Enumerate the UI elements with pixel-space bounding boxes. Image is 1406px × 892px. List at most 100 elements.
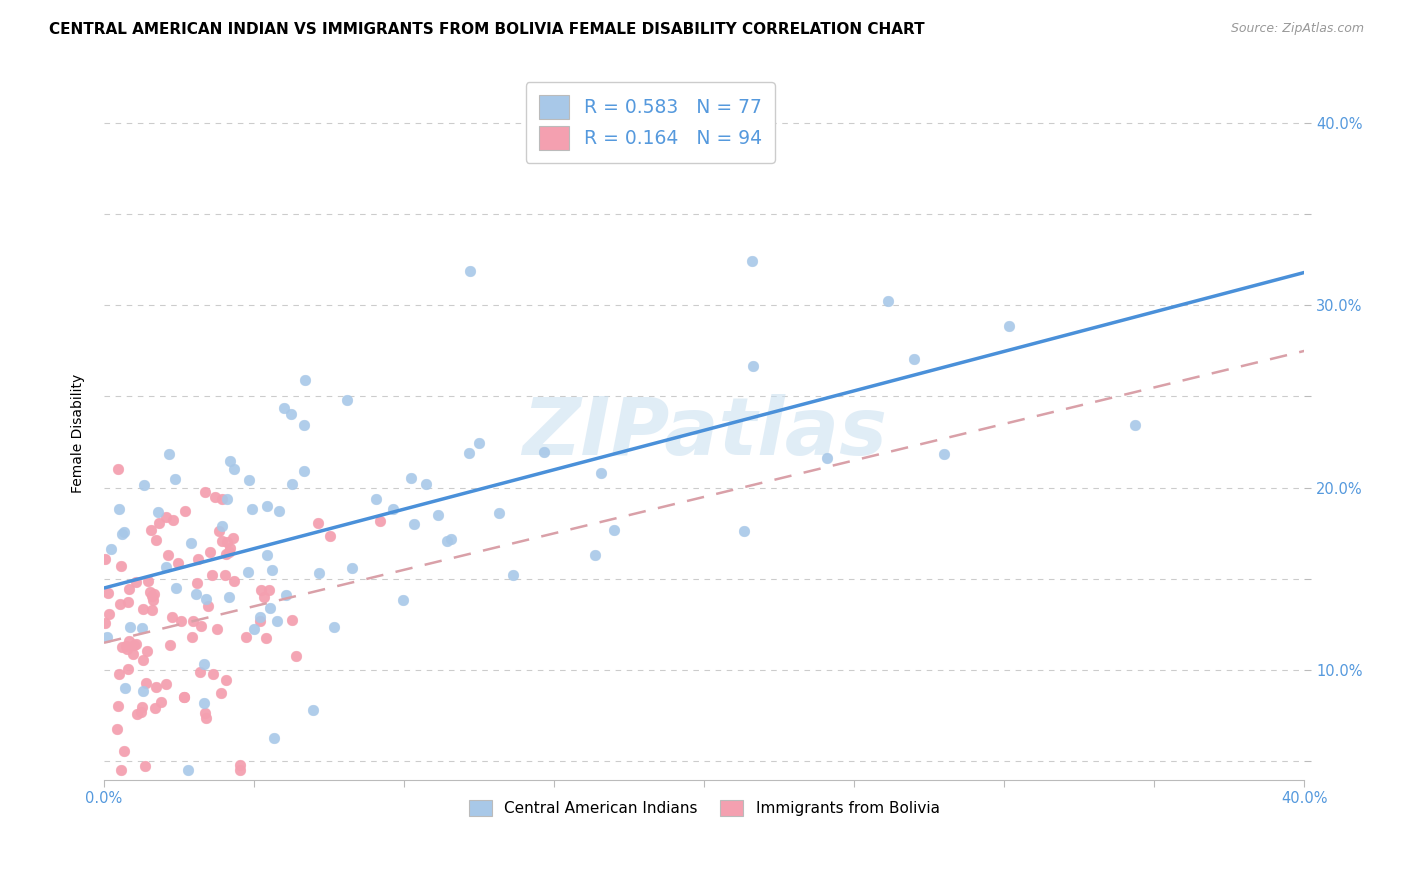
Point [174,504,197,518]
Point [136,574,159,588]
Point [111,640,134,654]
Point [117,662,139,676]
Point [132,602,155,616]
Point [249,614,271,628]
Point [193,657,215,671]
Point [218,545,240,559]
Point [307,516,329,531]
Point [125,638,148,652]
Point [263,731,285,746]
Point [733,524,755,539]
Point [294,373,316,387]
Point [131,621,153,635]
Point [285,649,308,664]
Point [197,599,219,613]
Point [222,531,245,545]
Point [218,454,240,468]
Point [163,472,186,486]
Point [235,631,257,645]
Point [187,552,209,566]
Point [260,563,283,577]
Point [415,476,437,491]
Point [173,690,195,705]
Point [162,513,184,527]
Point [302,703,325,717]
Point [426,508,449,522]
Point [98,607,121,621]
Point [292,417,315,432]
Point [160,609,183,624]
Point [269,504,291,518]
Point [292,464,315,478]
Point [131,684,153,698]
Point [368,514,391,528]
Point [208,524,231,539]
Point [253,590,276,604]
Point [340,560,363,574]
Point [211,519,233,533]
Point [218,591,240,605]
Point [132,653,155,667]
Point [256,548,278,562]
Point [149,695,172,709]
Point [211,492,233,507]
Point [280,613,302,627]
Point [159,638,181,652]
Point [222,462,245,476]
Point [404,516,426,531]
Point [436,534,458,549]
Point [118,634,141,648]
Point [194,592,217,607]
Point [229,764,252,778]
Point [115,641,138,656]
Text: CENTRAL AMERICAN INDIAN VS IMMIGRANTS FROM BOLIVIA FEMALE DISABILITY CORRELATION: CENTRAL AMERICAN INDIAN VS IMMIGRANTS FR… [49,22,925,37]
Point [815,451,838,466]
Point [903,351,925,366]
Point [742,359,765,373]
Point [391,592,413,607]
Point [107,462,129,476]
Point [111,526,134,541]
Point [214,673,236,687]
Point [129,705,152,719]
Point [193,484,215,499]
Point [135,675,157,690]
Legend: Central American Indians, Immigrants from Bolivia: Central American Indians, Immigrants fro… [461,792,948,824]
Point [602,524,624,538]
Point [142,592,165,607]
Point [94,616,117,631]
Point [125,574,148,589]
Point [502,567,524,582]
Point [382,502,405,516]
Point [165,581,187,595]
Point [468,436,491,450]
Point [215,547,238,561]
Point [224,574,246,589]
Point [115,639,138,653]
Point [281,476,304,491]
Point [193,696,215,710]
Point [205,622,228,636]
Point [110,598,132,612]
Point [308,566,330,580]
Point [214,568,236,582]
Text: ZIPatlas: ZIPatlas [522,394,887,472]
Point [256,499,278,513]
Point [96,630,118,644]
Point [195,711,218,725]
Point [249,582,271,597]
Point [211,533,233,548]
Point [142,587,165,601]
Point [254,631,277,645]
Point [259,600,281,615]
Point [194,706,217,720]
Point [108,667,131,681]
Point [148,516,170,530]
Point [134,759,156,773]
Point [188,665,211,680]
Point [215,534,238,549]
Point [219,541,242,555]
Point [107,501,129,516]
Point [204,490,226,504]
Point [145,680,167,694]
